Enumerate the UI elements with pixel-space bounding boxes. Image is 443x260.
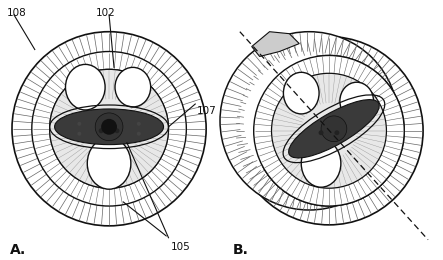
Ellipse shape bbox=[87, 138, 131, 189]
Ellipse shape bbox=[272, 73, 386, 188]
Ellipse shape bbox=[289, 100, 379, 158]
Ellipse shape bbox=[107, 128, 112, 133]
Ellipse shape bbox=[334, 130, 339, 135]
Ellipse shape bbox=[12, 32, 206, 226]
Ellipse shape bbox=[254, 55, 404, 206]
Ellipse shape bbox=[137, 122, 141, 126]
Text: 108: 108 bbox=[7, 8, 27, 18]
Ellipse shape bbox=[32, 51, 187, 206]
Ellipse shape bbox=[99, 128, 104, 133]
Text: 107: 107 bbox=[197, 106, 217, 116]
Text: 102: 102 bbox=[96, 8, 116, 18]
Text: 105: 105 bbox=[171, 242, 190, 252]
Ellipse shape bbox=[54, 109, 163, 145]
Ellipse shape bbox=[284, 72, 319, 114]
Ellipse shape bbox=[66, 64, 105, 110]
Ellipse shape bbox=[235, 37, 423, 225]
Ellipse shape bbox=[244, 55, 374, 186]
Ellipse shape bbox=[321, 116, 347, 142]
Ellipse shape bbox=[220, 32, 398, 210]
Ellipse shape bbox=[50, 69, 168, 188]
Ellipse shape bbox=[101, 119, 117, 135]
Ellipse shape bbox=[50, 69, 168, 188]
Text: A.: A. bbox=[10, 243, 26, 257]
Ellipse shape bbox=[115, 67, 151, 107]
Ellipse shape bbox=[115, 128, 120, 133]
Ellipse shape bbox=[340, 82, 373, 120]
Ellipse shape bbox=[78, 122, 82, 126]
Text: B.: B. bbox=[233, 243, 249, 257]
Ellipse shape bbox=[272, 73, 386, 188]
Ellipse shape bbox=[319, 130, 323, 135]
Polygon shape bbox=[252, 32, 299, 56]
Ellipse shape bbox=[301, 140, 341, 187]
Ellipse shape bbox=[254, 55, 404, 206]
Ellipse shape bbox=[78, 132, 82, 136]
Ellipse shape bbox=[137, 132, 141, 136]
Ellipse shape bbox=[95, 113, 123, 141]
